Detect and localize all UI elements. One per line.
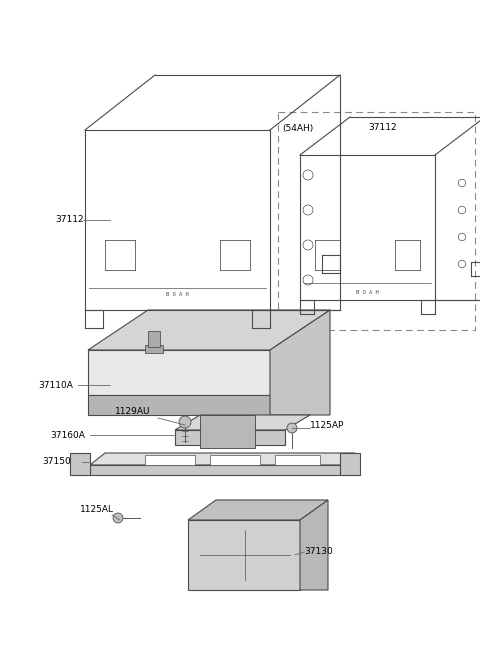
Text: 37150: 37150 xyxy=(42,457,71,466)
Polygon shape xyxy=(175,430,285,445)
Bar xyxy=(145,455,195,465)
Polygon shape xyxy=(270,310,330,415)
Polygon shape xyxy=(188,500,328,520)
Circle shape xyxy=(179,416,191,428)
Polygon shape xyxy=(188,520,300,590)
Bar xyxy=(145,345,163,353)
Polygon shape xyxy=(90,465,340,475)
Text: 1129AU: 1129AU xyxy=(115,407,151,417)
Text: B O A H: B O A H xyxy=(166,293,189,298)
Polygon shape xyxy=(88,350,270,395)
Polygon shape xyxy=(88,395,270,415)
Polygon shape xyxy=(90,453,355,465)
Text: (54AH): (54AH) xyxy=(282,123,313,133)
Bar xyxy=(148,331,160,347)
Text: 1125AL: 1125AL xyxy=(80,506,114,514)
Polygon shape xyxy=(300,500,328,590)
Text: 37112: 37112 xyxy=(368,123,396,133)
Text: 37112: 37112 xyxy=(55,216,84,224)
Text: 1125AP: 1125AP xyxy=(310,420,344,430)
Bar xyxy=(275,455,320,465)
Text: 37130: 37130 xyxy=(304,548,333,556)
Polygon shape xyxy=(88,310,330,350)
Text: B O A H: B O A H xyxy=(356,289,379,295)
Bar xyxy=(200,415,255,448)
Circle shape xyxy=(287,423,297,433)
Bar xyxy=(210,455,260,465)
Polygon shape xyxy=(340,453,360,475)
Text: 37110A: 37110A xyxy=(38,380,73,390)
Text: 37160A: 37160A xyxy=(50,430,85,440)
Circle shape xyxy=(113,513,123,523)
Polygon shape xyxy=(70,453,90,475)
Polygon shape xyxy=(175,415,310,430)
